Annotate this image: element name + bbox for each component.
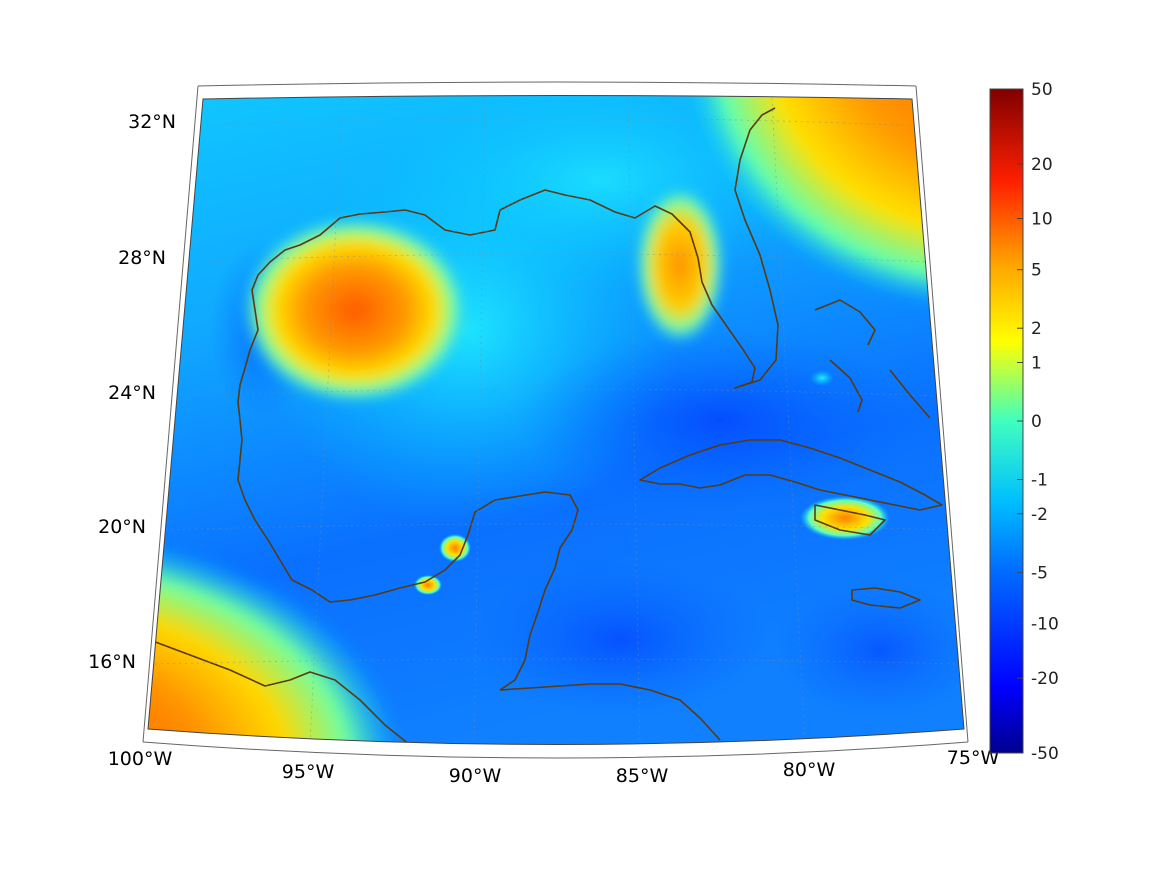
lat-tick-label: 16°N: [88, 651, 136, 673]
graticule: [154, 95, 961, 745]
colorbar-tick-label: -5: [1031, 563, 1048, 583]
lon-tick-label: 100°W: [108, 748, 173, 770]
lat-tick-label: 28°N: [118, 247, 166, 269]
cuba-coastline: [639, 439, 943, 511]
lon-tick-labels: 100°W 95°W 90°W 85°W 80°W 75°W: [108, 747, 1000, 787]
map-field: [148, 95, 964, 745]
colorbar-tick-label: 50: [1031, 80, 1053, 100]
colorbar-tick-label: -50: [1031, 744, 1059, 764]
lon-tick-label: 85°W: [616, 765, 669, 787]
florida-coastline: [564, 107, 779, 389]
colorbar-tick-label: -20: [1031, 669, 1059, 689]
lat-tick-labels: 32°N 28°N 24°N 20°N 16°N: [88, 111, 176, 673]
colorbar-tick-label: -1: [1031, 471, 1048, 491]
lon-tick-label: 75°W: [947, 747, 1000, 769]
lat-tick-label: 20°N: [98, 516, 146, 538]
colorbar-tick-label: 1: [1031, 354, 1042, 374]
lat-tick-label: 32°N: [128, 111, 176, 133]
lon-tick-label: 80°W: [783, 759, 836, 781]
colorbar-tick-label: 20: [1031, 155, 1053, 175]
jamaica-coastline: [851, 587, 921, 609]
colorbar-tick-label: 2: [1031, 319, 1042, 339]
bahamas-coastline: [814, 299, 931, 419]
hispaniola-coastline: [814, 504, 886, 536]
colorbar-tick-label: 0: [1031, 412, 1042, 432]
colorbar-tick-label: -2: [1031, 505, 1048, 525]
map-frame: [142, 81, 969, 759]
colorbar-tick-label: -10: [1031, 615, 1059, 635]
colorbar-tick-label: 5: [1031, 261, 1042, 281]
lat-tick-label: 24°N: [108, 382, 156, 404]
lon-tick-label: 90°W: [449, 765, 502, 787]
gulf-coastline: [237, 189, 579, 691]
colorbar-tick-label: 10: [1031, 210, 1053, 230]
lon-tick-label: 95°W: [282, 761, 335, 783]
